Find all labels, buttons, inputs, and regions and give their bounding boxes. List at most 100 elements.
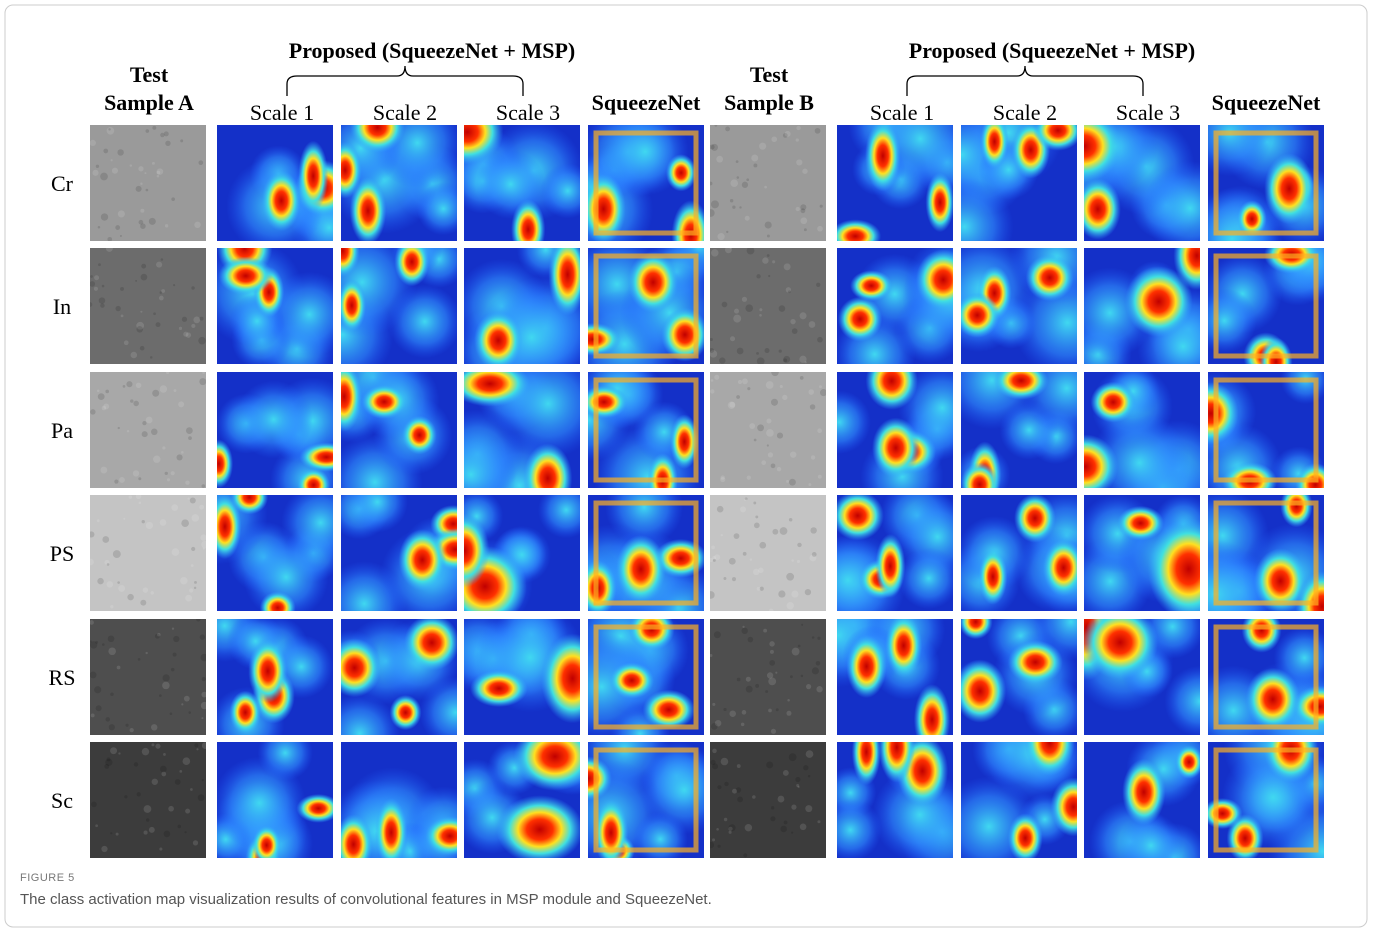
- heat-blob: [819, 799, 881, 861]
- texture: [765, 690, 768, 693]
- heat-peak: [1117, 506, 1164, 541]
- texture: [165, 472, 168, 475]
- texture: [759, 542, 766, 549]
- texture: [777, 433, 783, 439]
- texture: [729, 710, 735, 716]
- texture: [199, 505, 204, 510]
- heat-peak: [955, 293, 1000, 338]
- texture: [185, 809, 190, 814]
- heat-peak: [1043, 539, 1084, 597]
- heat-peak: [402, 416, 437, 455]
- texture: [761, 460, 766, 465]
- texture: [709, 348, 714, 353]
- texture: [201, 541, 209, 549]
- texture: [729, 558, 736, 565]
- texture: [97, 519, 100, 522]
- heatmap: [454, 221, 599, 396]
- texture: [202, 484, 206, 488]
- texture: [766, 381, 774, 389]
- texture: [730, 179, 738, 187]
- heat-peak: [926, 173, 955, 233]
- texture: [107, 581, 114, 588]
- texture: [812, 552, 817, 557]
- heat-peak: [846, 635, 886, 698]
- texture: [815, 128, 821, 134]
- texture: [171, 197, 175, 201]
- texture: [200, 634, 205, 639]
- texture: [756, 274, 760, 278]
- texture: [191, 286, 194, 289]
- texture: [818, 475, 822, 479]
- texture: [108, 128, 110, 130]
- texture: [130, 399, 133, 402]
- texture: [759, 308, 762, 311]
- texture: [88, 302, 93, 307]
- texture: [117, 581, 120, 584]
- texture: [711, 200, 719, 208]
- scale-label: Scale 1: [250, 100, 314, 125]
- texture: [131, 352, 138, 359]
- texture: [770, 816, 775, 821]
- texture: [142, 421, 146, 425]
- heat-peak: [328, 638, 381, 697]
- texture: [753, 163, 757, 167]
- texture: [160, 519, 167, 526]
- texture: [768, 709, 772, 713]
- texture: [110, 692, 114, 696]
- row-label: Sc: [51, 788, 73, 813]
- baseline-header: SqueezeNet: [592, 90, 701, 115]
- texture: [730, 199, 733, 202]
- texture: [745, 824, 752, 831]
- texture: [170, 712, 173, 715]
- figure: TestSample AProposed (SqueezeNet + MSP)S…: [0, 0, 1373, 947]
- texture: [181, 451, 184, 454]
- heat-peak: [1242, 608, 1282, 653]
- texture: [171, 668, 175, 672]
- texture: [745, 304, 753, 312]
- heat-peak: [1175, 745, 1203, 779]
- texture: [808, 389, 814, 395]
- heat-peak: [361, 385, 406, 419]
- texture: [116, 833, 119, 836]
- brace: [907, 66, 1143, 96]
- texture: [759, 143, 766, 150]
- texture: [707, 209, 715, 217]
- texture: [113, 550, 121, 558]
- texture: [801, 675, 804, 678]
- texture: [90, 409, 95, 414]
- heatmap: [439, 482, 594, 629]
- texture: [159, 848, 162, 851]
- texture: [152, 779, 158, 785]
- texture: [118, 427, 120, 429]
- texture: [762, 257, 768, 263]
- row-label: RS: [49, 665, 76, 690]
- texture: [791, 805, 796, 810]
- texture: [136, 186, 142, 192]
- heat-peak: [832, 491, 884, 540]
- texture: [163, 674, 170, 681]
- texture: [134, 762, 138, 766]
- texture: [94, 287, 98, 291]
- texture: [811, 455, 815, 459]
- texture: [767, 444, 769, 446]
- texture: [152, 162, 155, 165]
- texture: [742, 297, 747, 302]
- proposed-header: Proposed (SqueezeNet + MSP): [289, 38, 575, 63]
- texture: [737, 176, 740, 179]
- sample-surface: [90, 248, 206, 364]
- texture: [180, 577, 188, 585]
- texture: [742, 182, 748, 188]
- texture: [102, 285, 105, 288]
- texture: [784, 820, 788, 824]
- texture: [185, 480, 189, 484]
- texture: [191, 564, 194, 567]
- heatmap: [438, 598, 605, 735]
- texture: [145, 652, 147, 654]
- texture: [153, 312, 156, 315]
- texture: [755, 684, 759, 688]
- heat-peak: [1075, 179, 1121, 240]
- texture: [140, 600, 146, 606]
- texture: [100, 467, 107, 474]
- texture: [716, 156, 723, 163]
- texture: [181, 519, 189, 527]
